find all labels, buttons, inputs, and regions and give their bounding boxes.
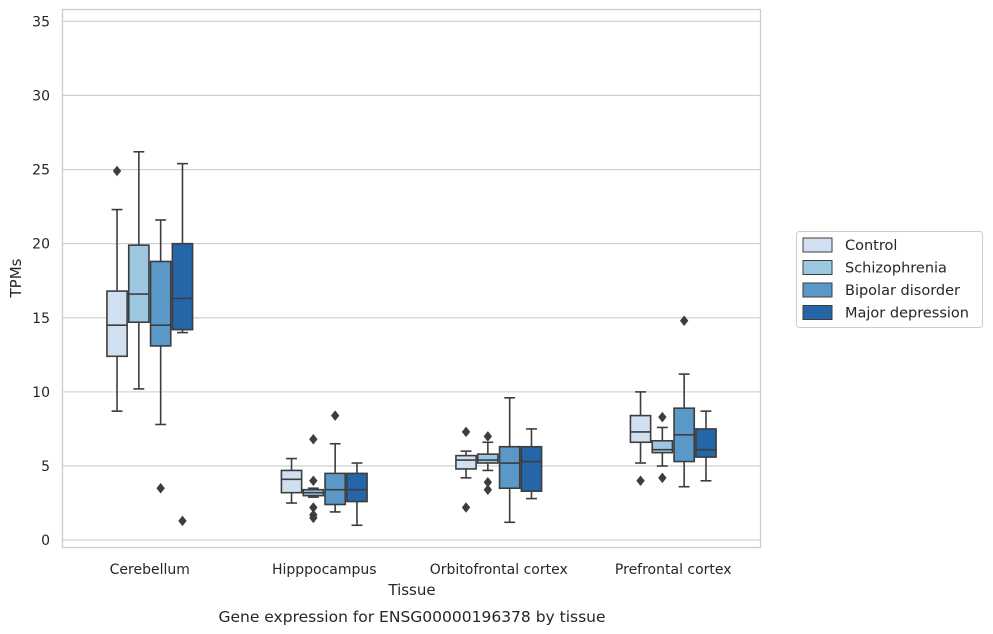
outlier-point bbox=[461, 502, 471, 513]
outlier-point bbox=[483, 484, 493, 495]
y-tick-label: 20 bbox=[32, 237, 50, 253]
box-body bbox=[149, 260, 172, 347]
box-0-3 bbox=[629, 391, 652, 487]
x-tick-labels: Cerebellum Hipppocampus Orbitofrontal cort… bbox=[110, 562, 732, 578]
box-body bbox=[520, 445, 543, 492]
outlier-point bbox=[156, 482, 165, 494]
box-body bbox=[629, 414, 652, 444]
y-tick-label: 30 bbox=[32, 88, 50, 104]
box-3-0 bbox=[171, 162, 194, 527]
outlier-point bbox=[309, 475, 318, 487]
outlier-point bbox=[679, 315, 689, 326]
box-body bbox=[651, 439, 674, 454]
boxes bbox=[106, 150, 717, 527]
box-1-3 bbox=[651, 411, 674, 484]
box-2-1 bbox=[324, 410, 347, 513]
box-1-0 bbox=[127, 150, 150, 390]
y-tick-label: 5 bbox=[41, 459, 50, 475]
box-3-3 bbox=[695, 410, 717, 482]
outlier-point bbox=[309, 502, 318, 513]
box-0-0 bbox=[106, 165, 128, 412]
chart-caption: Gene expression for ENSG00000196378 by t… bbox=[218, 608, 605, 626]
outlier-point bbox=[309, 512, 318, 524]
box-body bbox=[346, 472, 368, 503]
box-body bbox=[476, 453, 499, 464]
outlier-point bbox=[636, 475, 645, 487]
outlier-point bbox=[658, 411, 667, 423]
box-body bbox=[106, 290, 128, 358]
legend-swatch bbox=[802, 260, 833, 275]
outlier-point bbox=[483, 431, 493, 442]
x-axis-label: Tissue bbox=[387, 581, 435, 599]
legend-swatch bbox=[802, 237, 833, 253]
y-tick-label: 35 bbox=[32, 14, 50, 30]
x-tick-label: Cerebellum bbox=[110, 562, 190, 578]
box-0-2 bbox=[455, 426, 477, 513]
legend: Control Schizophrenia Bipolar disorder Majo… bbox=[796, 231, 983, 328]
outlier-point bbox=[178, 515, 187, 527]
box-body bbox=[171, 242, 194, 331]
box-2-3 bbox=[673, 315, 696, 488]
y-tick-label: 15 bbox=[32, 311, 50, 327]
legend-label: Schizophrenia bbox=[845, 261, 947, 277]
box-1-2 bbox=[476, 431, 499, 495]
legend-frame bbox=[796, 231, 983, 328]
x-tick-label: Prefrontal cortex bbox=[615, 562, 732, 578]
box-body bbox=[498, 445, 521, 490]
y-axis-label: TPMs bbox=[7, 258, 25, 298]
box-1-1 bbox=[302, 434, 325, 524]
y-tick-labels: 0 5 10 15 20 25 30 35 bbox=[32, 14, 50, 549]
box-0-1 bbox=[280, 457, 303, 504]
legend-label: Control bbox=[845, 238, 897, 254]
y-tick-label: 10 bbox=[32, 385, 50, 401]
legend-swatch bbox=[802, 282, 833, 298]
legend-label: Bipolar disorder bbox=[845, 283, 960, 299]
outlier-point bbox=[330, 410, 340, 421]
outlier-point bbox=[112, 165, 122, 177]
outlier-point bbox=[309, 434, 318, 445]
box-body bbox=[127, 244, 150, 324]
x-tick-label: Hipppocampus bbox=[272, 562, 377, 578]
outlier-point bbox=[461, 426, 471, 438]
box-body bbox=[280, 469, 303, 494]
box-2-0 bbox=[149, 219, 172, 494]
x-tick-label: Orbitofrontal cortex bbox=[430, 562, 568, 578]
box-2-2 bbox=[498, 397, 521, 524]
box-body bbox=[455, 454, 477, 470]
box-3-2 bbox=[520, 428, 543, 500]
outlier-point bbox=[483, 477, 493, 488]
legend-swatch bbox=[802, 305, 833, 320]
outlier-point bbox=[658, 472, 667, 484]
y-tick-label: 0 bbox=[41, 533, 50, 549]
legend-label: Major depression bbox=[845, 306, 969, 322]
y-tick-label: 25 bbox=[32, 163, 50, 179]
box-3-1 bbox=[346, 462, 368, 527]
box-body bbox=[695, 428, 717, 458]
